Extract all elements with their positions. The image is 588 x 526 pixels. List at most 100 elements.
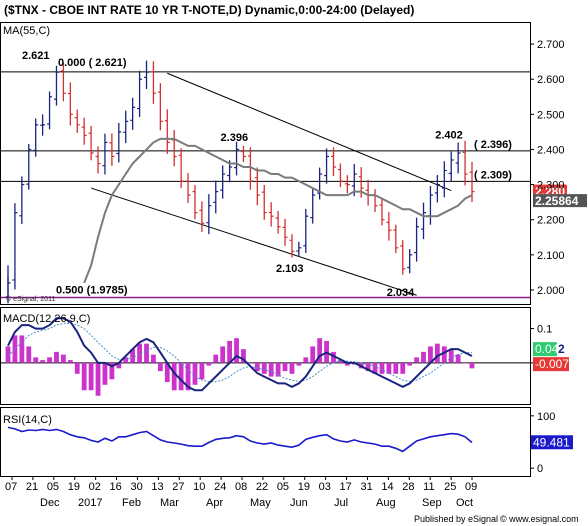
- macd-histogram-bar: [164, 362, 170, 383]
- macd-badge-suffix: 2: [558, 342, 565, 356]
- price-bar: [275, 211, 281, 234]
- macd-layer: [1, 317, 530, 396]
- rsi-badge-text: 49.481: [533, 435, 570, 449]
- price-bar: [455, 142, 461, 174]
- price-bar: [192, 185, 198, 220]
- price-bar: [234, 141, 240, 176]
- macd-histogram-bar: [199, 362, 205, 380]
- price-bar: [199, 201, 205, 233]
- macd-histogram-bar: [40, 360, 46, 363]
- price-bar: [421, 202, 427, 240]
- annotation-label: 0.500 (1.9785): [56, 285, 128, 297]
- chart-title: ($TNX - CBOE INT RATE 10 YR T-NOTE,D) Dy…: [4, 3, 414, 17]
- x-tick-label: 19: [298, 481, 310, 493]
- ma-badge-text: 2.25864: [535, 194, 579, 208]
- macd-histogram-bar: [19, 335, 25, 363]
- macd-histogram-bar: [448, 349, 454, 363]
- month-label: Sep: [422, 497, 442, 509]
- macd-histogram-bar: [116, 362, 122, 369]
- price-bar: [254, 167, 260, 206]
- signal-badge-text: -0.007: [535, 357, 569, 371]
- macd-histogram-bar: [275, 362, 281, 377]
- price-panel: [0, 22, 531, 305]
- x-tick-label: 10: [193, 481, 205, 493]
- x-tick-label: 09: [465, 481, 477, 493]
- macd-histogram-bar: [47, 357, 52, 363]
- price-bar: [330, 147, 336, 177]
- price-bar: [344, 175, 350, 194]
- price-bar: [261, 184, 267, 220]
- price-bar: [372, 189, 378, 212]
- x-tick-label: 11: [423, 481, 434, 493]
- macd-histogram-bar: [81, 362, 87, 391]
- price-bar: [282, 218, 288, 246]
- watermark: © eSignal, 2011: [6, 295, 56, 303]
- macd-histogram-bar: [5, 346, 11, 363]
- macd-histogram-bar: [157, 362, 163, 372]
- month-label: Dec: [40, 497, 60, 509]
- ma-label: MA(55,C): [3, 25, 50, 37]
- macd-histogram-bar: [247, 362, 253, 364]
- annotation-label: ( 2.396): [474, 139, 512, 151]
- month-label: Aug: [376, 497, 396, 509]
- price-bar: [379, 199, 385, 226]
- x-tick-label: 07: [5, 481, 17, 493]
- price-bar: [310, 189, 316, 224]
- price-bar: [88, 125, 94, 161]
- macd-histogram-bar: [26, 346, 32, 363]
- price-bar: [33, 118, 39, 157]
- macd-histogram-bar: [407, 362, 413, 366]
- price-bar: [317, 167, 323, 200]
- price-bar: [109, 133, 115, 166]
- macd-histogram-bar: [67, 360, 73, 363]
- month-label: Feb: [122, 497, 141, 509]
- macd-histogram-bar: [213, 354, 219, 363]
- macd-histogram-bar: [102, 362, 108, 385]
- macd-histogram-bar: [137, 343, 142, 363]
- price-bar: [393, 224, 399, 254]
- macd-badge: [533, 342, 557, 357]
- y-tick-label: 2.500: [537, 109, 565, 121]
- macd-histogram-bar: [227, 340, 233, 363]
- month-label: Oct: [456, 497, 473, 509]
- price-bar: [157, 83, 163, 131]
- macd-histogram-bar: [289, 362, 295, 374]
- x-tick-label: 31: [360, 481, 372, 493]
- macd-histogram-bar: [303, 357, 309, 363]
- macd-histogram-bar: [310, 346, 316, 363]
- price-bar: [40, 114, 46, 136]
- macd-histogram-bar: [88, 362, 94, 391]
- price-bar: [337, 163, 343, 188]
- price-bar: [116, 122, 122, 163]
- macd-histogram-bar: [61, 354, 66, 363]
- price-bar: [407, 249, 413, 274]
- price-bar: [81, 117, 87, 145]
- macd-histogram-bar: [372, 362, 378, 374]
- x-tick-label: 13: [151, 481, 163, 493]
- price-bar: [102, 133, 108, 175]
- macd-histogram-bar: [185, 362, 191, 391]
- price-bar: [247, 147, 253, 190]
- macd-histogram-bar: [365, 362, 371, 372]
- annotation-label: 2.621: [22, 50, 50, 62]
- signal-line: [7, 322, 472, 383]
- price-bar: [462, 140, 468, 186]
- price-bar: [47, 91, 53, 130]
- rsi-layer: [7, 426, 473, 453]
- macd-histogram-bar: [95, 362, 101, 396]
- price-bar: [137, 70, 143, 118]
- price-bar: [164, 109, 170, 154]
- price-bar: [386, 211, 392, 241]
- macd-histogram-bar: [268, 362, 274, 377]
- macd-histogram-bar: [393, 362, 399, 374]
- macd-histogram-bar: [144, 343, 149, 363]
- annotation-label: 2.103: [276, 263, 304, 275]
- price-bar: [53, 65, 59, 106]
- macd-histogram-bar: [171, 362, 177, 391]
- price-bar: [213, 180, 219, 214]
- y-tick-label: 2.700: [537, 39, 565, 51]
- ma-line: [83, 137, 473, 284]
- macd-histogram-bar: [421, 351, 426, 363]
- price-bar: [19, 176, 25, 224]
- macd-histogram-bar: [462, 362, 468, 364]
